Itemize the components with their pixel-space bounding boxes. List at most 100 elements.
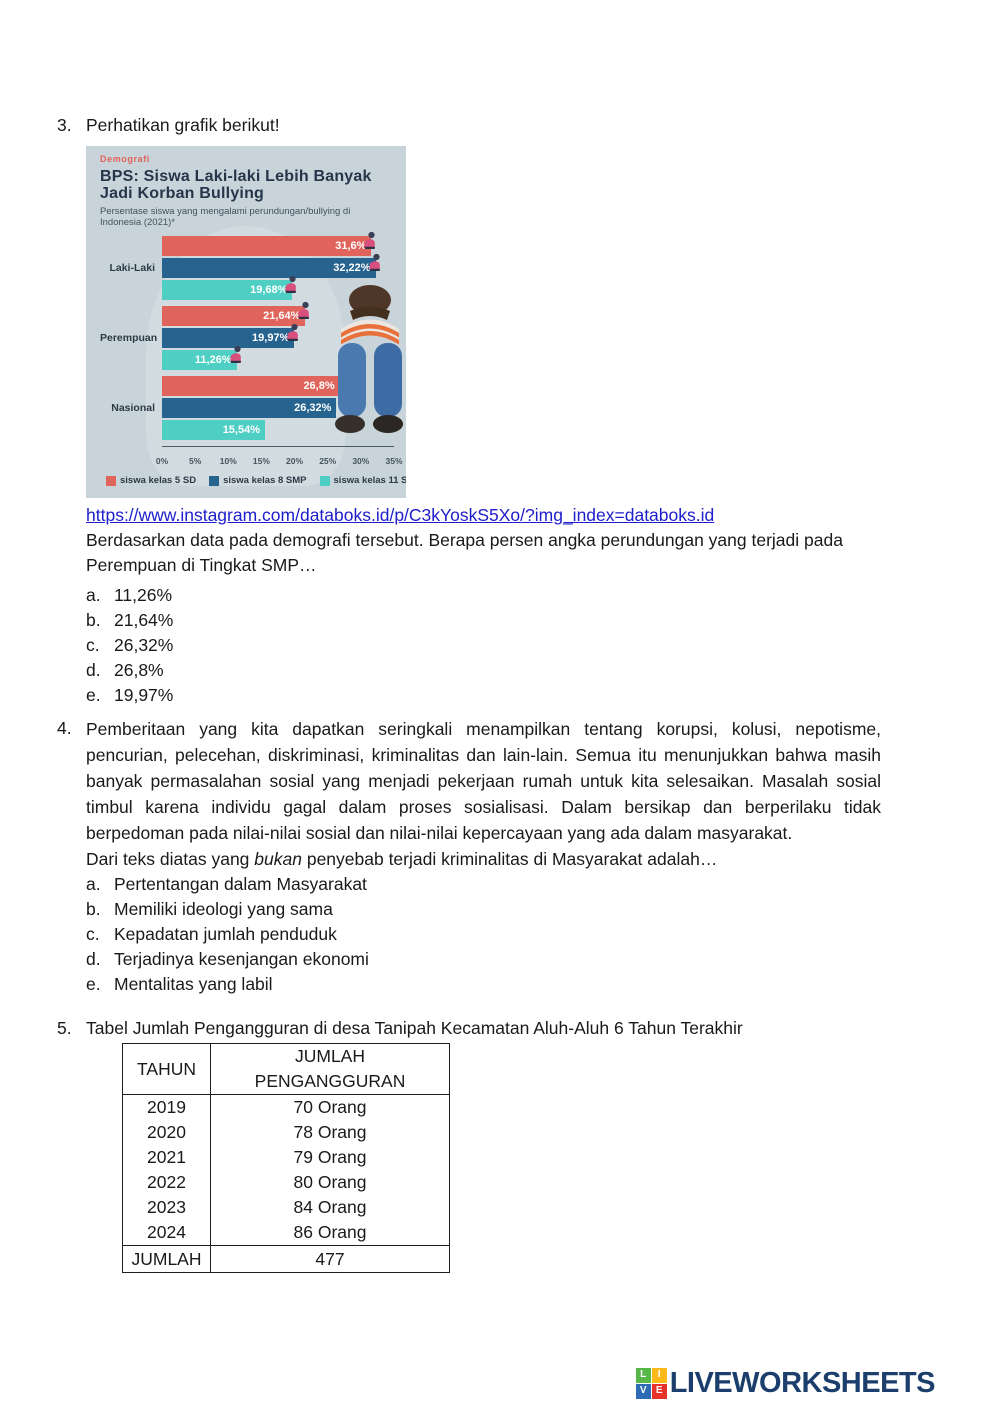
option-letter: d. (86, 660, 101, 680)
bar: 32,22% (162, 253, 380, 278)
legend-item: siswa kelas 5 SD (106, 468, 196, 493)
option-letter: e. (86, 974, 101, 994)
legend-swatch (319, 475, 330, 486)
option-text: 26,8% (114, 660, 164, 680)
x-axis-tick: 0% (155, 456, 169, 466)
bar-value-label: 21,64% (263, 309, 301, 322)
bar: 11,26% (162, 345, 241, 370)
crouching-student-icon (368, 253, 380, 271)
option-d[interactable]: d. 26,8% (86, 658, 886, 683)
final-post: penyebab terjadi kriminalitas di Masyara… (301, 849, 718, 869)
x-axis-tick: 15% (252, 456, 270, 466)
option-e[interactable]: e. 19,97% (86, 683, 886, 708)
chart-kicker: Demografi (100, 154, 150, 164)
chart-groups: Laki-Laki 31,6% 32,22% 19,68% Perempuan 21,64… (100, 231, 392, 440)
table-row: 2022 80 Orang (122, 1170, 450, 1195)
chart-group: Nasional 26,8% 26,32% 15,54% (100, 376, 392, 440)
x-axis-tick: 25% (319, 456, 337, 466)
option-a[interactable]: a. Pertentangan dalam Masyarakat (86, 872, 886, 897)
bar-value-label: 32,22% (333, 261, 371, 274)
question-5: 5. Tabel Jumlah Pengangguran di desa Tan… (57, 1016, 886, 1273)
category-label: Laki-Laki (109, 261, 155, 274)
legend-swatch (209, 475, 220, 486)
cell-year: 2023 (122, 1195, 211, 1220)
question-4: 4. Pemberitaan yang kita dapatkan sering… (57, 716, 886, 997)
cell-count: 84 Orang (210, 1195, 450, 1220)
bar-value-label: 19,97% (252, 331, 290, 344)
x-axis-tick: 5% (188, 456, 202, 466)
question-3-options: a. 11,26% b. 21,64% c. 26,32% d. 26,8% e… (86, 583, 886, 708)
x-axis-tick: 10% (219, 456, 237, 466)
option-letter: e. (86, 685, 101, 705)
option-b[interactable]: b. Memiliki ideologi yang sama (86, 897, 886, 922)
bar-value-label: 11,26% (194, 353, 232, 366)
question-5-prompt: Tabel Jumlah Pengangguran di desa Tanipa… (86, 1018, 743, 1038)
bar-value-label: 26,8% (303, 379, 335, 392)
crouching-student-icon (287, 323, 299, 341)
bar: 19,68% (162, 275, 297, 300)
source-link[interactable]: https://www.instagram.com/databoks.id/p/… (86, 505, 715, 525)
chart-group: Laki-Laki 31,6% 32,22% 19,68% (100, 231, 392, 300)
x-axis: 0% 5% 10% 15% 20% 25% 30% 35% (156, 446, 403, 466)
question-3-text: Berdasarkan data pada demografi tersebut… (86, 530, 843, 575)
crouching-student-icon (285, 275, 297, 293)
option-letter: c. (86, 924, 100, 944)
total-label: JUMLAH (122, 1245, 211, 1273)
cell-count: 78 Orang (210, 1120, 450, 1145)
cell-year: 2019 (122, 1094, 211, 1120)
option-d[interactable]: d. Terjadinya kesenjangan ekonomi (86, 947, 886, 972)
option-letter: c. (86, 635, 100, 655)
bullying-infographic: Demografi BPS: Siswa Laki-laki Lebih Ban… (86, 146, 406, 498)
option-c[interactable]: c. Kepadatan jumlah penduduk (86, 922, 886, 947)
legend-item: siswa kelas 8 SMP (209, 468, 307, 493)
option-letter: d. (86, 949, 101, 969)
x-axis-tick: 30% (352, 456, 370, 466)
cell-year: 2020 (122, 1120, 211, 1145)
option-letter: a. (86, 585, 101, 605)
header-tahun: TAHUN (122, 1043, 211, 1095)
table-total-row: JUMLAH 477 (122, 1245, 450, 1273)
crouching-boy-photo (330, 283, 406, 442)
chart-group: Perempuan 21,64% 19,97% 11,26% (100, 301, 392, 370)
table-row: 2020 78 Orang (122, 1120, 450, 1145)
table-header-row: TAHUN JUMLAH PENGANGGURAN (122, 1043, 450, 1095)
logo-tile: I (651, 1367, 667, 1383)
option-e[interactable]: e. Mentalitas yang labil (86, 972, 886, 997)
chart-subtitle: Persentase siswa yang mengalami perundun… (100, 206, 351, 228)
bar: 31,6% (162, 231, 376, 256)
chart-legend: siswa kelas 5 SD siswa kelas 8 SMP siswa k… (106, 468, 406, 493)
crouching-student-icon (364, 231, 376, 249)
question-3-prompt: Perhatikan grafik berikut! (86, 115, 280, 135)
bar-value-label: 15,54% (222, 423, 260, 436)
table-row: 2021 79 Orang (122, 1145, 450, 1170)
cell-year: 2024 (122, 1220, 211, 1246)
option-c[interactable]: c. 26,32% (86, 633, 886, 658)
option-text: Mentalitas yang labil (114, 974, 273, 994)
question-4-paragraph: Pemberitaan yang kita dapatkan seringkal… (86, 719, 881, 843)
final-italic: bukan (254, 849, 302, 869)
bar: 15,54% (162, 420, 265, 440)
bar-value-label: 31,6% (335, 239, 367, 252)
cell-count: 86 Orang (210, 1220, 450, 1246)
option-b[interactable]: b. 21,64% (86, 608, 886, 633)
legend-label: siswa kelas 11 SMA/SMK (333, 475, 406, 486)
table-row: 2024 86 Orang (122, 1220, 450, 1246)
option-letter: b. (86, 899, 101, 919)
option-a[interactable]: a. 11,26% (86, 583, 886, 608)
bar: 21,64% (162, 301, 310, 326)
option-text: Pertentangan dalam Masyarakat (114, 874, 367, 894)
crouching-student-icon (229, 345, 241, 363)
option-text: Terjadinya kesenjangan ekonomi (114, 949, 369, 969)
x-axis-tick: 20% (286, 456, 304, 466)
question-4-number: 4. (57, 718, 72, 738)
bar-value-label: 19,68% (250, 283, 288, 296)
table-row: 2023 84 Orang (122, 1195, 450, 1220)
option-text: 11,26% (114, 585, 173, 605)
logo-tile: V (635, 1383, 651, 1399)
cell-count: 70 Orang (210, 1094, 450, 1120)
header-jumlah: JUMLAH PENGANGGURAN (210, 1043, 450, 1095)
question-5-number: 5. (57, 1018, 72, 1038)
cell-count: 79 Orang (210, 1145, 450, 1170)
